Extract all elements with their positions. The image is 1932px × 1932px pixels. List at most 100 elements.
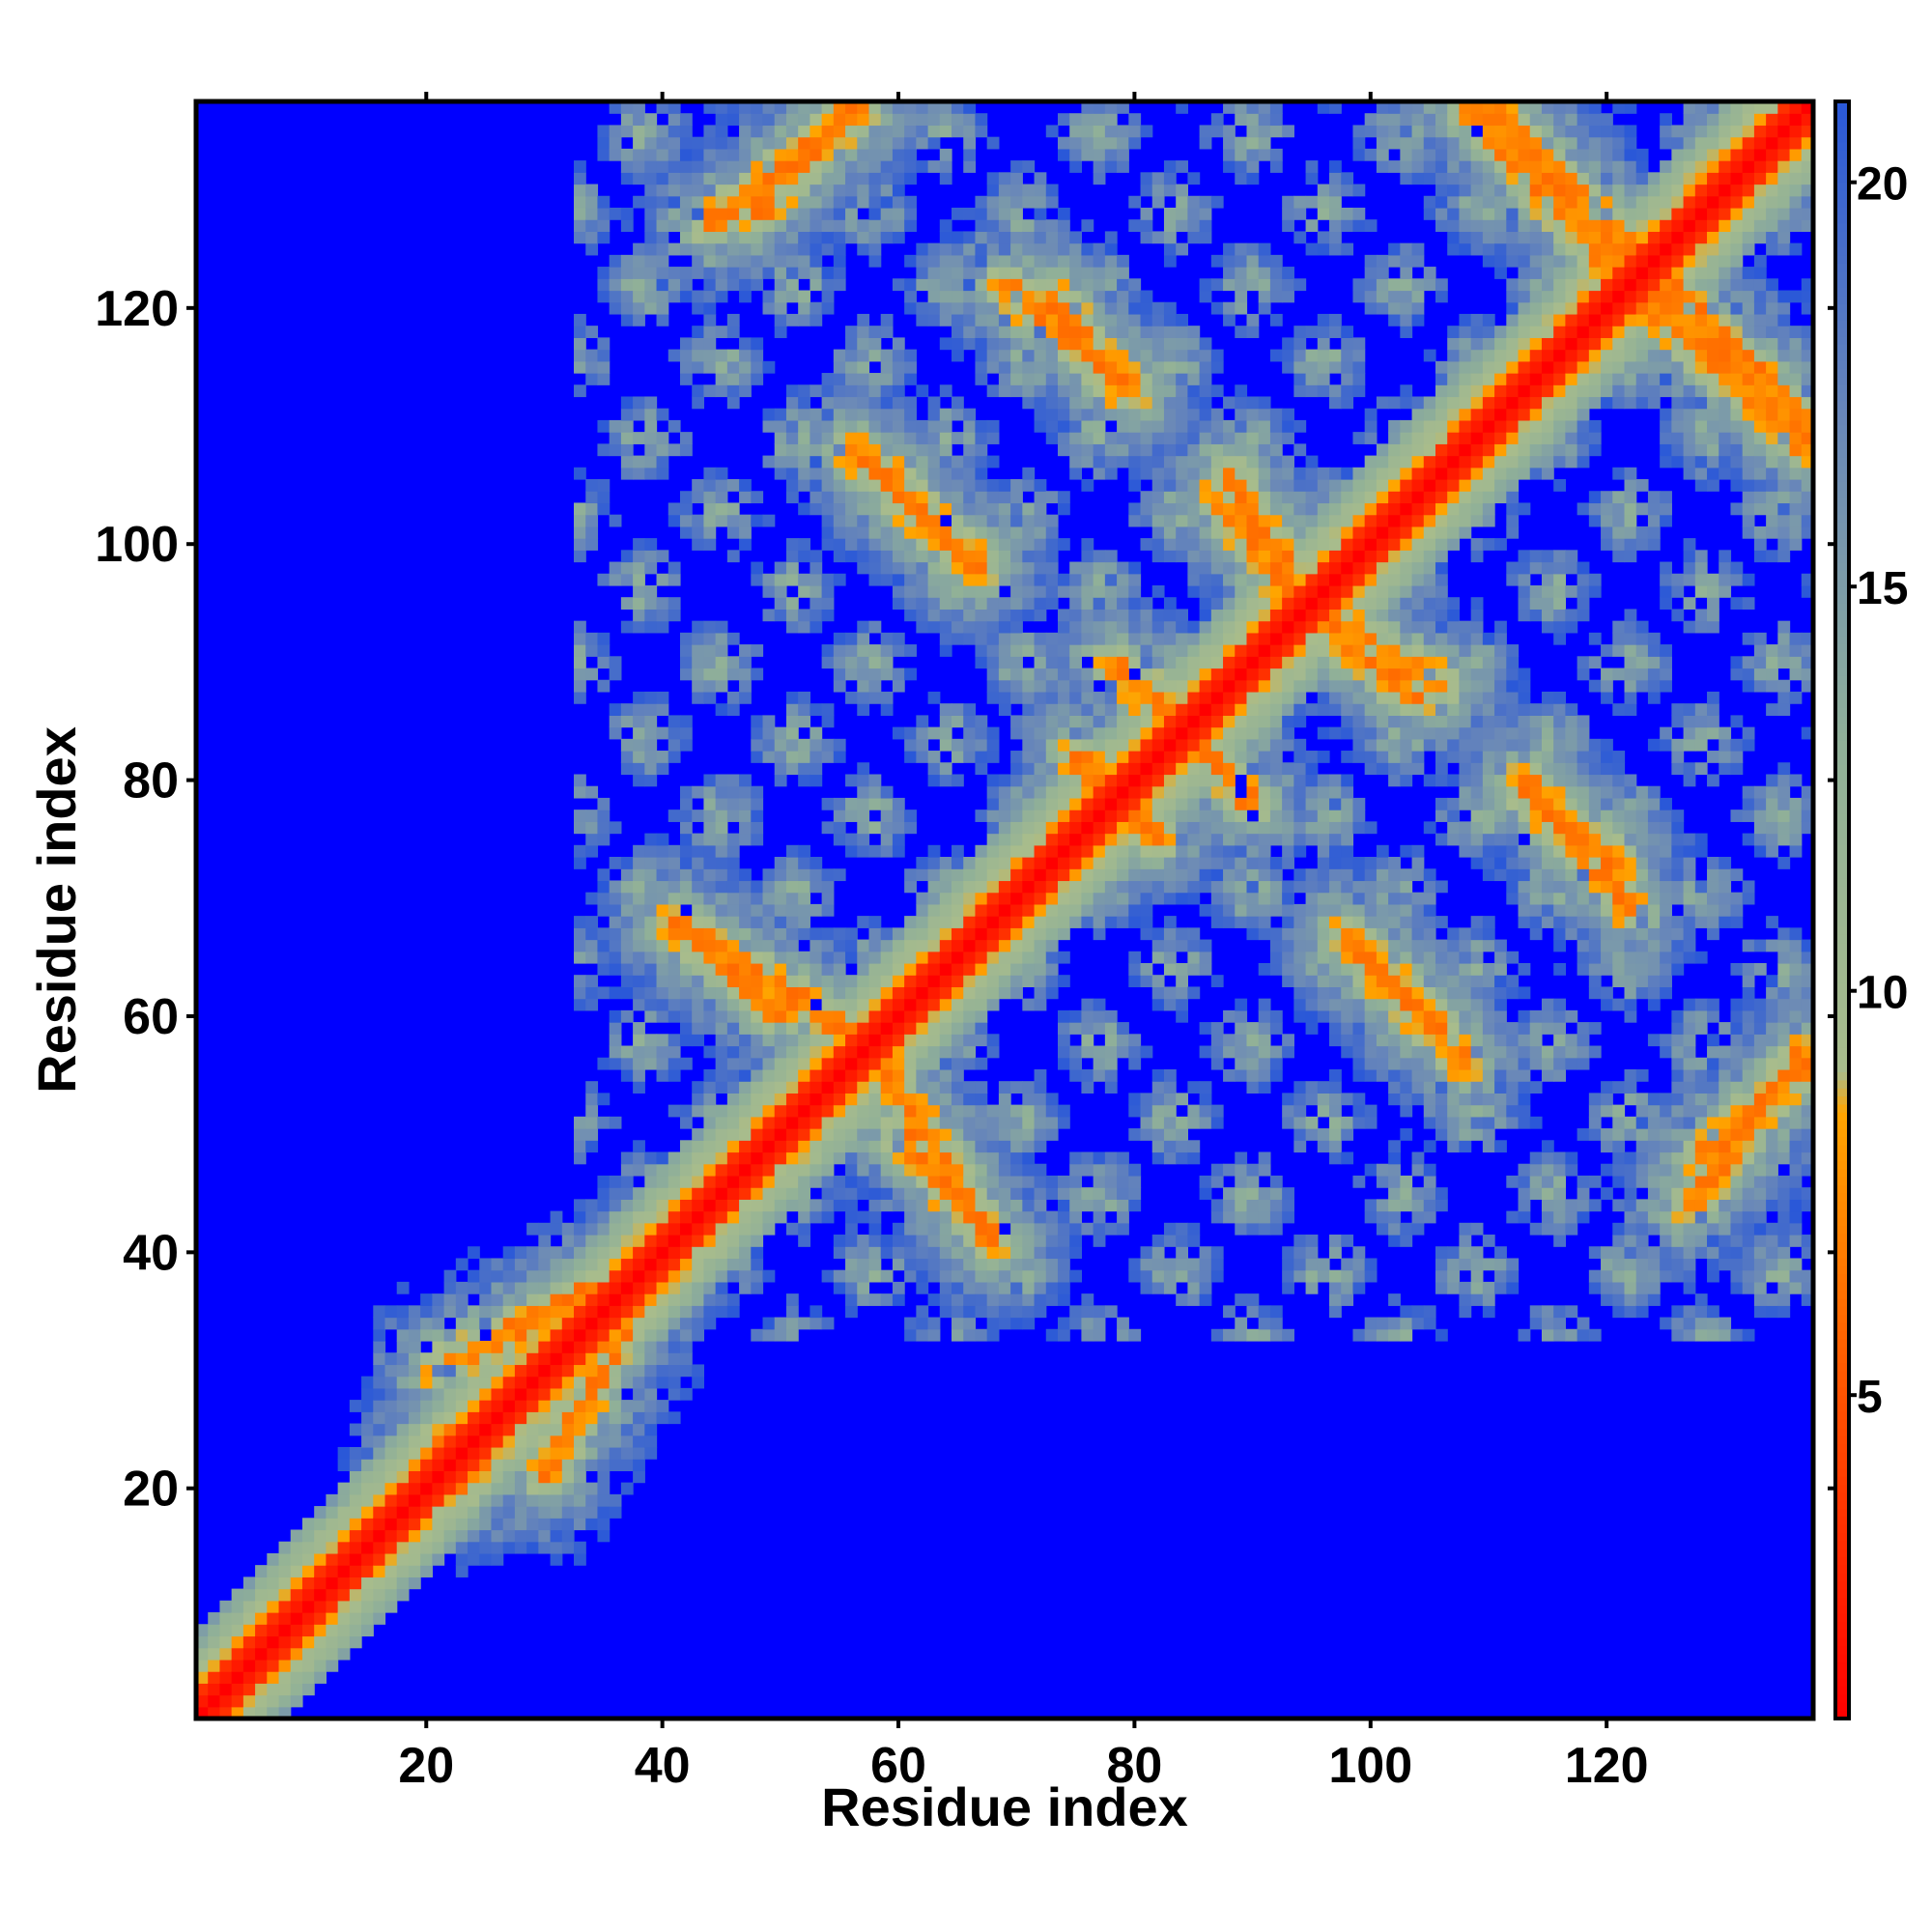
heatmap-cell [1081,290,1094,303]
heatmap-cell [939,951,952,964]
heatmap-cell [337,1506,351,1519]
heatmap-cell [1045,1328,1059,1342]
heatmap-cell [361,1600,374,1613]
heatmap-cell [726,148,740,161]
heatmap-cell [798,550,810,563]
heatmap-cell [1045,373,1059,385]
heatmap-cell [1069,1068,1083,1082]
heatmap-cell [1045,597,1059,611]
heatmap-cell [1010,1081,1023,1094]
heatmap-cell [668,1057,681,1070]
heatmap-cell [810,278,823,292]
heatmap-cell [656,184,669,197]
heatmap-cell [1246,136,1260,150]
heatmap-cell [751,751,764,763]
heatmap-cell [1199,136,1212,150]
heatmap-cell [1093,1163,1106,1177]
heatmap-cell [692,810,705,822]
heatmap-cell [998,1187,1011,1200]
heatmap-cell [998,1210,1011,1224]
heatmap-cell [609,1187,622,1200]
heatmap-cell [290,1588,303,1602]
heatmap-cell [868,1093,882,1106]
heatmap-cell [810,584,823,598]
heatmap-cell [1187,396,1201,410]
heatmap-cell [1022,1128,1036,1141]
heatmap-cell [609,1459,622,1471]
heatmap-cell [1010,550,1023,563]
heatmap-cell [810,868,823,882]
heatmap-cell [633,1187,645,1200]
heatmap-cell [751,785,764,799]
heatmap-cell [739,538,752,551]
heatmap-cell [1010,597,1023,611]
heatmap-cell [1151,1093,1165,1106]
heatmap-cell [514,1305,527,1319]
heatmap-cell [597,1187,611,1200]
heatmap-cell [1093,148,1106,161]
heatmap-cell [1199,278,1212,292]
heatmap-cell [1163,880,1177,894]
heatmap-cell [656,467,669,480]
heatmap-cell [1045,1269,1059,1283]
heatmap-cell [1223,561,1236,575]
heatmap-cell [1093,656,1106,669]
heatmap-cell [726,892,740,905]
heatmap-cell [1069,668,1083,681]
heatmap-cell [952,231,964,244]
heatmap-cell [1034,301,1047,315]
heatmap-cell [939,242,952,256]
heatmap-cell [574,857,586,869]
heatmap-cell [715,1175,728,1188]
heatmap-cell [785,1222,799,1236]
heatmap-cell [1045,432,1059,444]
heatmap-cell [774,751,787,763]
heatmap-cell [998,1281,1011,1294]
heatmap-cell [880,1235,894,1247]
heatmap-cell [715,785,728,799]
heatmap-cell [1128,502,1142,516]
heatmap-cell [656,1235,669,1247]
heatmap-cell [1128,384,1142,398]
heatmap-cell [904,408,917,421]
heatmap-cell [502,1281,516,1294]
heatmap-cell [679,1328,693,1342]
heatmap-cell [774,986,787,1000]
heatmap-cell [561,1541,575,1554]
heatmap-cell [1022,349,1036,362]
heatmap-cell [1093,396,1106,410]
heatmap-cell [1022,160,1036,173]
heatmap-cell [1223,868,1236,882]
heatmap-cell [1045,1222,1059,1236]
heatmap-cell [420,1565,433,1577]
heatmap-cell [656,1057,669,1070]
heatmap-cell [703,502,717,516]
heatmap-cell [986,384,1000,398]
heatmap-cell [644,1034,658,1047]
heatmap-cell [868,1009,882,1023]
heatmap-cell [574,1387,586,1401]
heatmap-cell [952,550,964,563]
heatmap-cell [633,691,645,704]
heatmap-cell [1176,491,1188,504]
heatmap-cell [1117,1199,1129,1212]
heatmap-cell [1034,1222,1047,1236]
heatmap-cell [1093,326,1106,338]
heatmap-cell [314,1659,327,1672]
heatmap-cell [916,267,929,279]
heatmap-cell [1081,148,1094,161]
heatmap-cell [963,242,977,256]
heatmap-cell [880,1246,894,1260]
heatmap-cell [868,1199,882,1212]
heatmap-cell [1199,1022,1212,1035]
heatmap-cell [1057,609,1070,622]
heatmap-cell [939,313,952,327]
heatmap-cell [785,231,799,244]
heatmap-cell [1093,703,1106,716]
heatmap-cell [821,644,835,657]
heatmap-cell [1117,703,1129,716]
heatmap-cell [833,125,846,138]
heatmap-cell [396,1506,410,1519]
heatmap-cell [656,1305,669,1319]
heatmap-cell [1117,1328,1129,1342]
